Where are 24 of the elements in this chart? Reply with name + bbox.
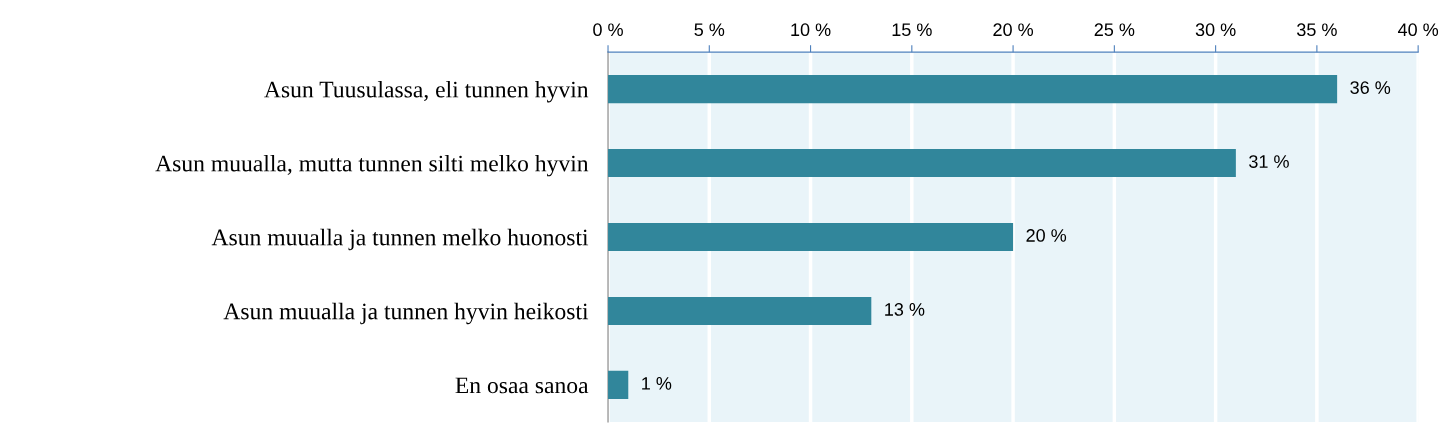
y-tick-label: En osaa sanoa	[455, 377, 589, 394]
x-tick-label: 35 %	[1296, 23, 1337, 37]
y-tick-label: Asun muualla, mutta tunnen silti melko hyvin	[155, 154, 589, 177]
bar	[608, 296, 872, 326]
bar	[608, 222, 1014, 252]
x-tick-label: 5 %	[694, 23, 725, 37]
y-tick-label: Asun Tuusulassa, eli tunnen hyvin	[264, 80, 589, 103]
x-tick-label: 20 %	[993, 23, 1034, 37]
x-tick-label: 25 %	[1094, 23, 1135, 37]
y-tick-label: Asun muualla ja tunnen hyvin heikosti	[223, 302, 589, 325]
data-label: 31 %	[1249, 155, 1289, 168]
data-label: 13 %	[885, 303, 925, 316]
data-label: 20 %	[1026, 229, 1067, 242]
x-tick-label: 10 %	[791, 23, 831, 37]
x-tick-label: 30 %	[1195, 23, 1236, 37]
x-tick-label: 15 %	[892, 23, 932, 37]
bar	[608, 75, 1338, 104]
bar	[608, 149, 1236, 178]
data-label: 1 %	[642, 377, 672, 390]
x-tick-label: 0 %	[593, 23, 623, 37]
x-tick-label: 40 %	[1397, 23, 1439, 37]
bar	[608, 370, 629, 399]
data-label: 36 %	[1350, 81, 1391, 94]
y-tick-label: Asun muualla ja tunnen melko huonosti	[211, 228, 589, 251]
